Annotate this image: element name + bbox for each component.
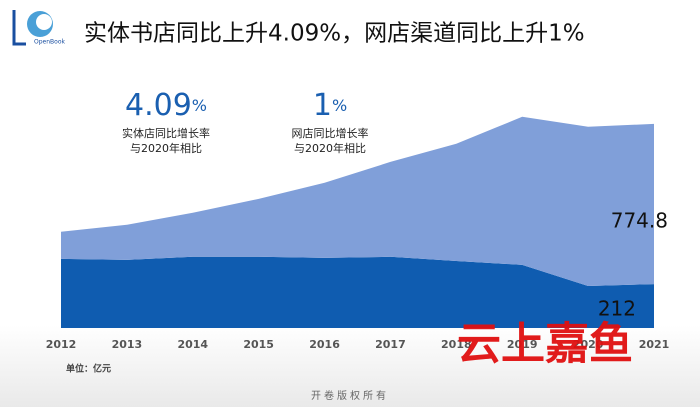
area bbox=[61, 116, 654, 286]
area bbox=[61, 256, 654, 328]
logo: OpenBook bbox=[12, 10, 65, 46]
data-label: 212 bbox=[598, 297, 636, 321]
x-tick-label: 2012 bbox=[46, 338, 77, 351]
x-tick-label: 2020 bbox=[573, 338, 604, 351]
annotation-value: 1% bbox=[313, 88, 347, 123]
annotation-unit: % bbox=[332, 96, 347, 115]
annotation-line: 与2020年相比 bbox=[130, 141, 202, 155]
annotation-big: 1 bbox=[313, 88, 332, 123]
annotation-line: 网店同比增长率 bbox=[292, 126, 369, 140]
x-tick-label: 2013 bbox=[112, 338, 143, 351]
x-tick-label: 2016 bbox=[309, 338, 340, 351]
annotation-value: 4.09% bbox=[125, 88, 207, 123]
unit: 单位：亿元 bbox=[66, 363, 111, 375]
logo-text: OpenBook bbox=[34, 39, 65, 46]
annotation-unit: % bbox=[192, 96, 207, 115]
annotation-big: 4.09 bbox=[125, 88, 192, 123]
x-tick-label: 2019 bbox=[507, 338, 538, 351]
x-tick-label: 2017 bbox=[375, 338, 406, 351]
plot: 212 774.8 2012 2013 2014 2015 2016 2017 2018 2019… bbox=[46, 88, 670, 352]
x-tick-label: 2018 bbox=[441, 338, 472, 351]
data-label: 774.8 bbox=[611, 209, 668, 233]
footer: 开卷版权所有 bbox=[311, 389, 389, 402]
annotation-line: 实体店同比增长率 bbox=[122, 126, 210, 140]
x-tick-label: 2021 bbox=[639, 338, 670, 351]
watermark: 云上嘉鱼 bbox=[457, 319, 633, 370]
annotation-line: 与2020年相比 bbox=[294, 141, 366, 155]
x-tick-label: 2015 bbox=[243, 338, 274, 351]
x-tick-label: 2014 bbox=[177, 338, 208, 351]
chart-title: 实体书店同比上升4.09%，网店渠道同比上升1% bbox=[84, 21, 585, 47]
